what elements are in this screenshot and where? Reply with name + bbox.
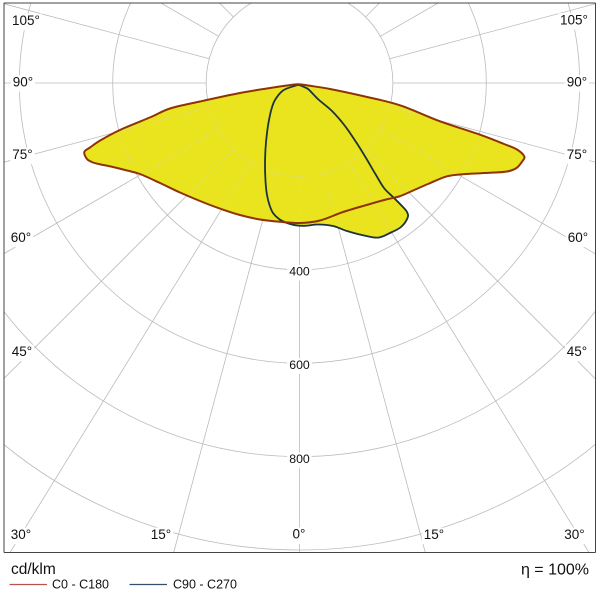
svg-text:90°: 90° — [13, 75, 33, 90]
svg-text:105°: 105° — [560, 13, 588, 28]
svg-text:30°: 30° — [11, 527, 31, 542]
svg-text:15°: 15° — [151, 527, 171, 542]
svg-text:η = 100%: η = 100% — [521, 562, 589, 579]
svg-text:90°: 90° — [567, 75, 587, 90]
svg-text:75°: 75° — [567, 147, 587, 162]
svg-text:45°: 45° — [567, 344, 587, 359]
svg-text:105°: 105° — [12, 13, 40, 28]
svg-text:cd/klm: cd/klm — [11, 561, 56, 578]
svg-text:400: 400 — [289, 265, 310, 279]
svg-text:45°: 45° — [12, 344, 32, 359]
svg-text:30°: 30° — [564, 527, 584, 542]
svg-text:60°: 60° — [568, 230, 588, 245]
svg-text:15°: 15° — [424, 527, 444, 542]
svg-text:60°: 60° — [11, 230, 31, 245]
svg-text:600: 600 — [289, 358, 310, 372]
svg-text:0°: 0° — [293, 527, 306, 542]
svg-text:75°: 75° — [12, 147, 32, 162]
svg-text:800: 800 — [289, 452, 310, 466]
svg-text:C0 - C180: C0 - C180 — [52, 578, 109, 592]
svg-text:C90 - C270: C90 - C270 — [173, 578, 237, 592]
